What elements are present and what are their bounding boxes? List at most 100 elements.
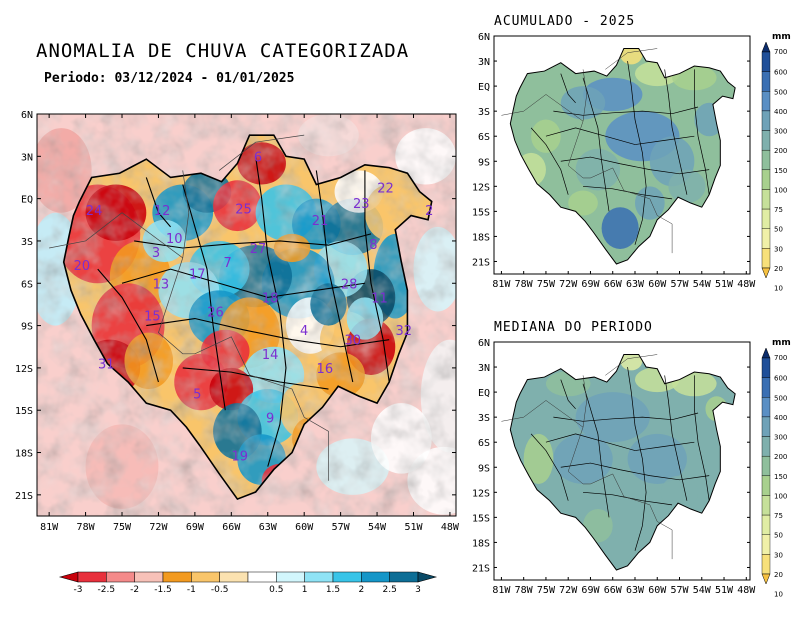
mm-scale-label: 75 — [774, 512, 783, 520]
mm-unit-label: mm — [772, 32, 791, 42]
basin-label-15: 15 — [144, 310, 161, 325]
mm-scale-segment — [761, 130, 771, 151]
lon-tick-label: 48W — [737, 279, 756, 290]
colorbar-label: -2.5 — [98, 585, 116, 595]
basin-label-7: 7 — [224, 256, 232, 271]
lon-tick-label: 66W — [222, 522, 241, 533]
mm-scale-segment — [761, 397, 771, 418]
mm-scale-segment — [761, 51, 771, 72]
mm-scale-segment — [761, 455, 771, 477]
lon-tick-label: 57W — [670, 279, 689, 290]
basin-label-18: 18 — [262, 291, 279, 306]
mm-scale-segment — [761, 208, 771, 229]
mm-scale-segment — [761, 534, 771, 555]
colorbar-label: -3 — [74, 585, 83, 595]
lon-tick-label: 48W — [737, 585, 756, 596]
lat-tick-label: 6N — [478, 338, 490, 349]
mm-scale-label: 100 — [774, 186, 787, 194]
lon-tick-label: 81W — [492, 585, 511, 596]
lon-tick-label: 51W — [715, 279, 734, 290]
colorbar-label: -2 — [130, 585, 139, 595]
mm-scale-label: 150 — [774, 167, 787, 175]
mm-scale-label: 300 — [774, 434, 787, 442]
mm-scale-label: 500 — [774, 88, 787, 96]
accumulated-title: ACUMULADO - 2025 — [494, 14, 636, 29]
lat-tick-label: 9S — [478, 157, 490, 168]
basin-label-13: 13 — [153, 277, 170, 292]
lat-tick-label: 6S — [478, 132, 490, 143]
basin-label-3: 3 — [152, 246, 160, 261]
basin-label-2: 2 — [425, 204, 433, 219]
anomaly-fill — [37, 114, 456, 516]
lat-tick-label: EQ — [478, 388, 490, 399]
basin-labels: 6 22 12 25 24 23 21 2 10 3 27 8 20 17 7 13 28 18 11 15 26 4 32… — [74, 150, 434, 464]
lat-tick-label: 3N — [21, 152, 33, 163]
mm-scale-segment — [761, 554, 771, 575]
basin-label-25: 25 — [235, 203, 252, 218]
mm-scale-label: 400 — [774, 108, 787, 116]
mm-scale-label: 50 — [774, 226, 783, 234]
lon-tick-label: 66W — [604, 585, 623, 596]
basin-label-10: 10 — [166, 232, 183, 247]
lat-tick-label: 21S — [472, 257, 490, 268]
mm-scale-label: 30 — [774, 245, 783, 253]
mm-scale-label: 10 — [774, 285, 783, 293]
lat-tick-label: 12S — [15, 364, 33, 375]
mm-scale-label: 500 — [774, 394, 787, 402]
mm-scale-segment — [761, 495, 771, 516]
mm-scale-segment — [761, 377, 771, 398]
colorbar-right-arrow — [417, 571, 438, 583]
basin-label-14: 14 — [262, 348, 279, 363]
mm-scale-segment — [761, 248, 771, 269]
mm-scale-segment — [761, 91, 771, 112]
lon-tick-label: 54W — [368, 522, 387, 533]
basin-label-8: 8 — [369, 238, 377, 253]
anomaly-colorbar: -3 -2.5 -2 -1.5 -1 -0.5 0.5 1 1.5 2 2.5 3 — [58, 571, 438, 595]
mm-scale-label: 30 — [774, 551, 783, 559]
basin-label-31: 31 — [98, 358, 115, 373]
lat-tick-label: 3N — [478, 363, 490, 374]
lat-tick-label: 6S — [21, 279, 33, 290]
lat-tick-label: 3S — [478, 413, 490, 424]
basin-label-17: 17 — [189, 267, 206, 282]
mm-scale-label: 600 — [774, 69, 787, 77]
basin-label-22: 22 — [377, 181, 394, 196]
lon-tick-label: 72W — [559, 279, 578, 290]
lat-tick-label: 3S — [21, 237, 33, 248]
lon-tick-label: 54W — [693, 279, 712, 290]
main-map-title: ANOMALIA DE CHUVA CATEGORIZADA — [36, 40, 410, 62]
basin-label-23: 23 — [353, 197, 370, 212]
lat-tick-label: 6S — [478, 438, 490, 449]
mm-scale-label: 600 — [774, 375, 787, 383]
mm-scale-bottom: mm 700 600 500 400 300 200 150 100 75 50 30 20 10 — [761, 338, 791, 599]
mm-scale-top-arrow — [761, 41, 771, 53]
mm-scale-segment — [761, 416, 771, 437]
basin-label-12: 12 — [154, 204, 171, 219]
mm-scale-segment — [761, 357, 771, 378]
mm-unit-label: mm — [772, 338, 791, 348]
mm-scale-label: 50 — [774, 532, 783, 540]
mm-scale-segment — [761, 189, 771, 210]
basin-label-16: 16 — [317, 362, 334, 377]
mm-scale-segment — [761, 169, 771, 190]
colorbar-label: -1.5 — [154, 585, 172, 595]
lat-tick-label: 18S — [15, 449, 33, 460]
lon-tick-label: 60W — [295, 522, 314, 533]
colorbar-label: 2.5 — [383, 585, 397, 595]
lat-tick-label: 12S — [472, 488, 490, 499]
basin-label-21: 21 — [312, 214, 329, 229]
lat-tick-label: 3S — [478, 107, 490, 118]
colorbar-label: 0.5 — [269, 585, 283, 595]
colorbar-label: 3 — [415, 585, 421, 595]
basin-label-26: 26 — [207, 305, 224, 320]
lon-tick-label: 69W — [581, 585, 600, 596]
mm-scale-segment — [761, 110, 771, 131]
basin-label-5: 5 — [193, 387, 201, 402]
colorbar-label: -1 — [187, 585, 196, 595]
lon-tick-label: 63W — [626, 279, 645, 290]
mm-scale-label: 10 — [774, 591, 783, 599]
basin-label-9: 9 — [266, 411, 274, 426]
